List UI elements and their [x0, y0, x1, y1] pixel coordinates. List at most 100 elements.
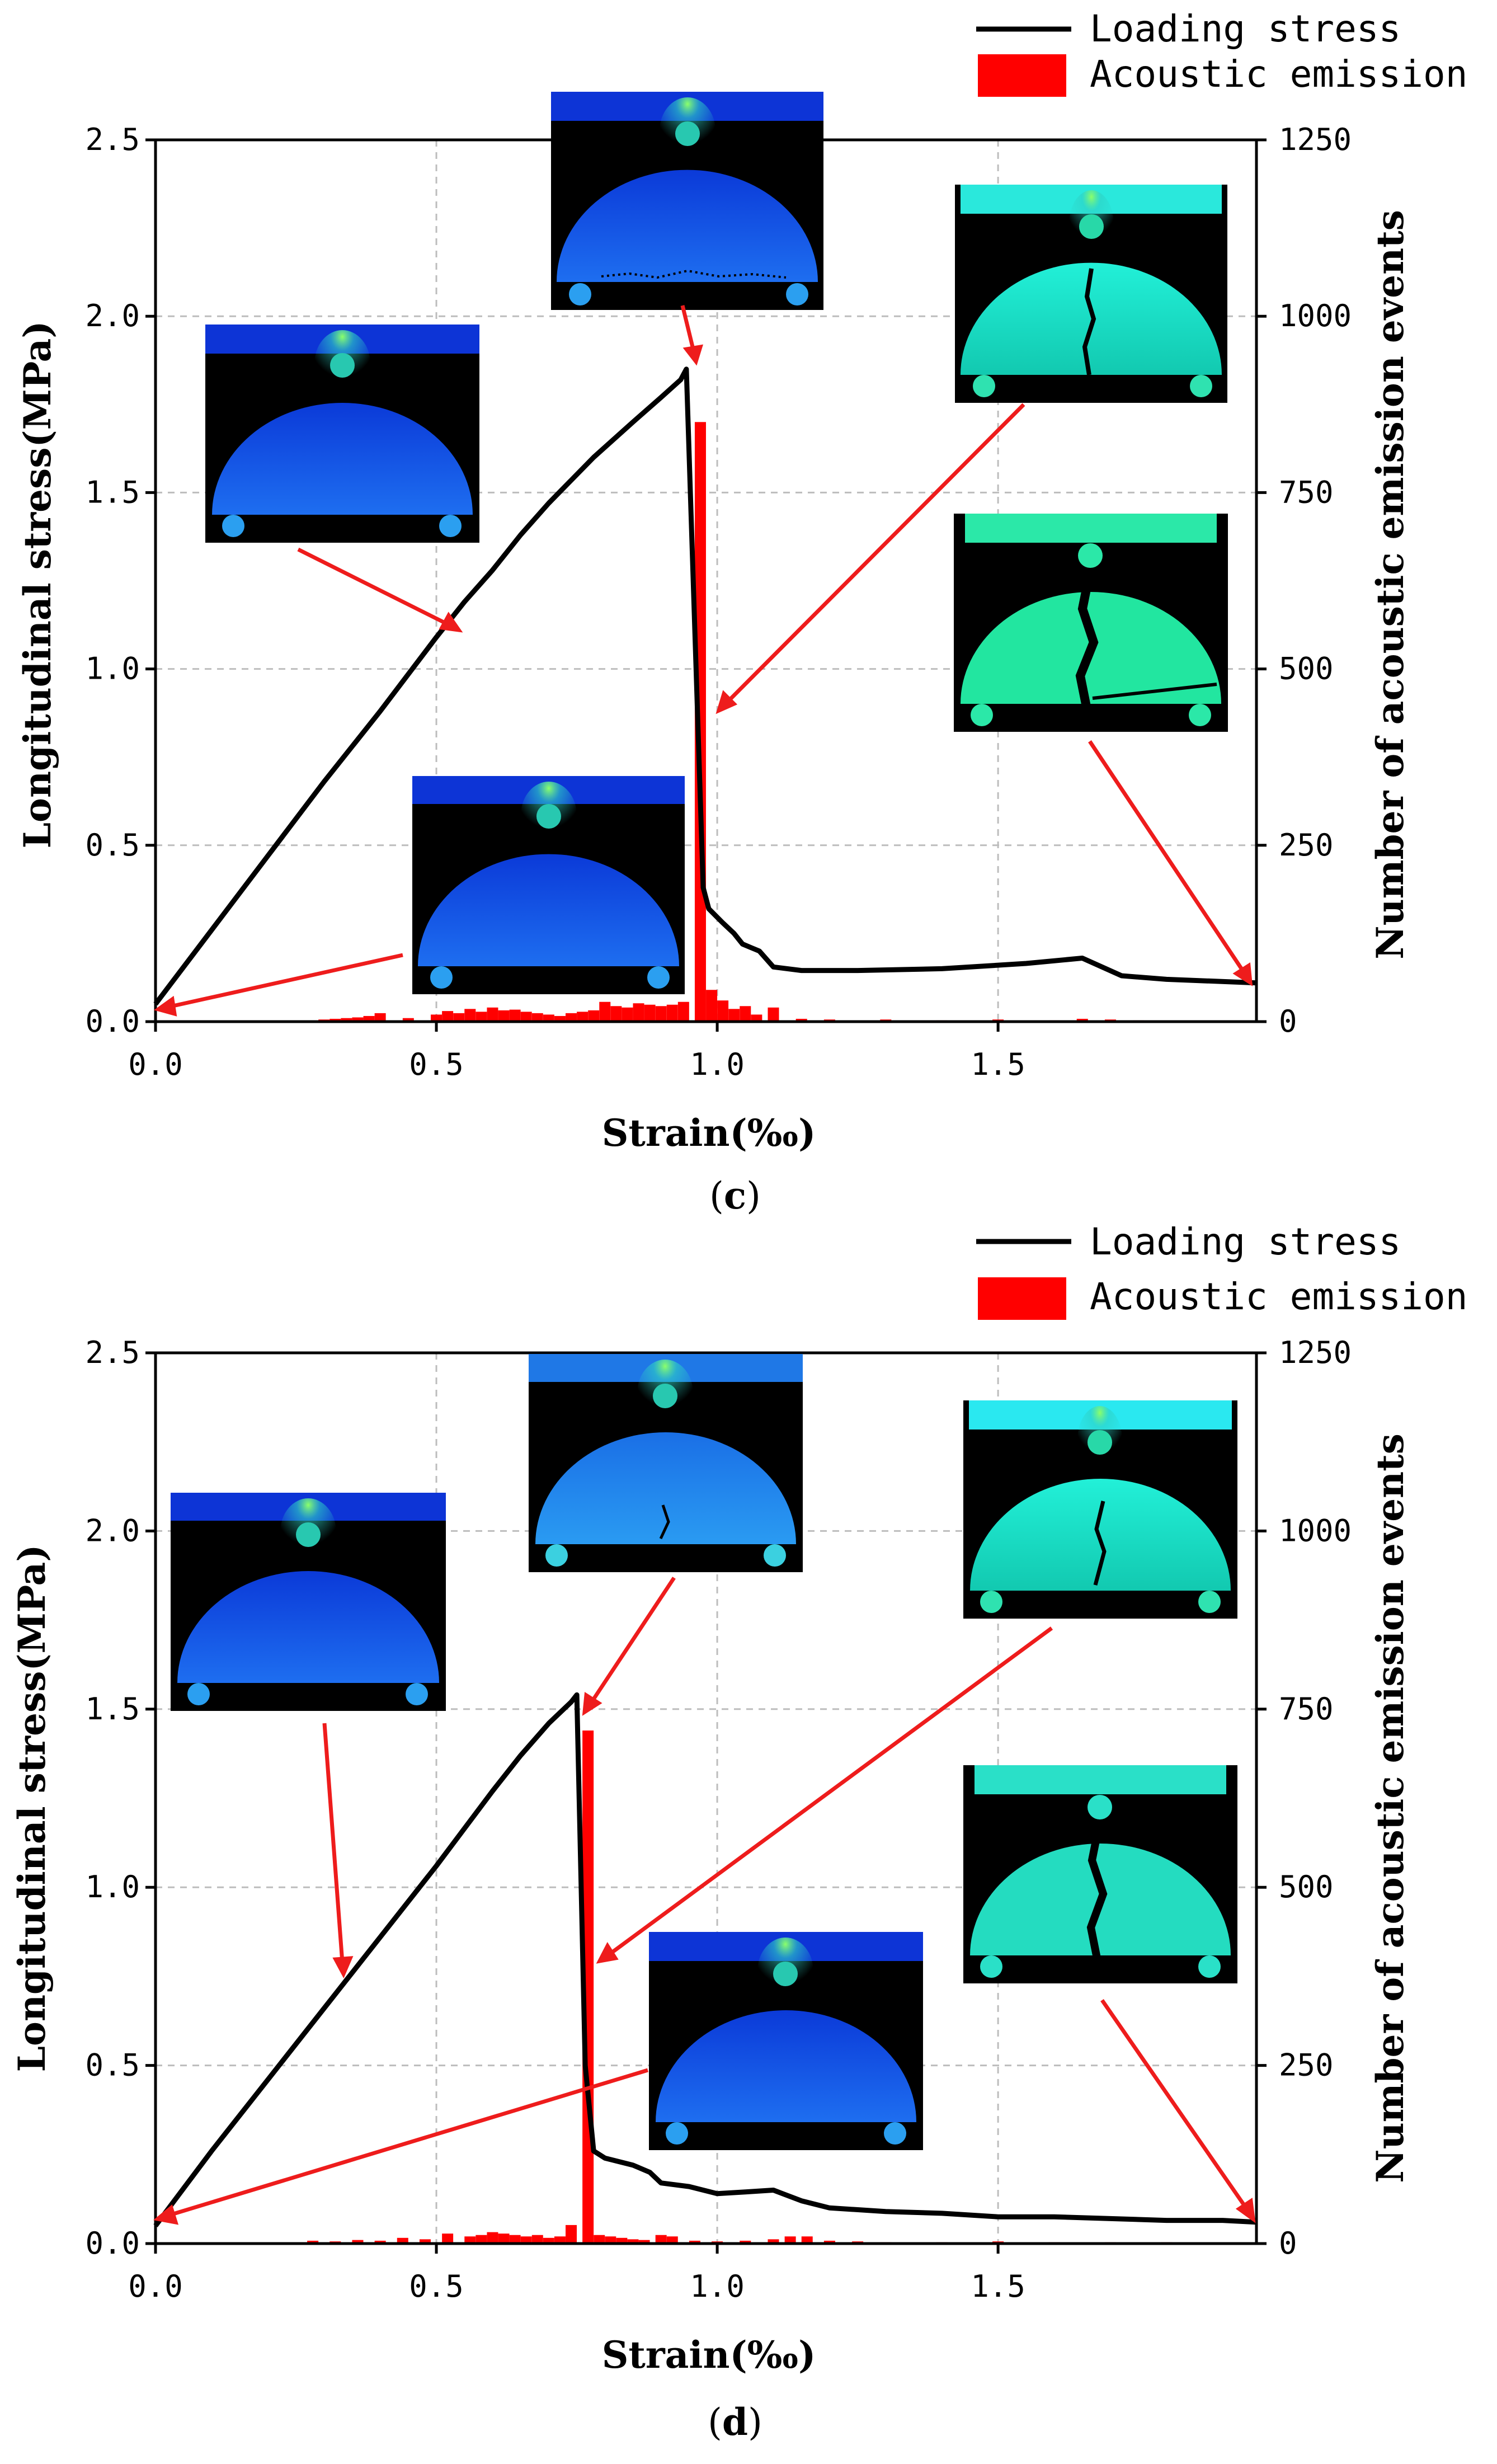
- y-tick-label: 0.0: [85, 2226, 140, 2261]
- y-tick-label: 2.0: [85, 1513, 140, 1548]
- ae-bar: [464, 2236, 476, 2244]
- y2-tick-label: 0: [1279, 2226, 1297, 2261]
- ae-bar: [498, 1010, 510, 1022]
- y-tick-label: 1.5: [85, 474, 140, 510]
- ae-bar: [633, 1003, 644, 1022]
- y-tick-label: 0.5: [85, 827, 140, 863]
- x-tick-label: 1.5: [971, 2269, 1025, 2304]
- ae-bar: [374, 2240, 386, 2244]
- y2-tick-label: 750: [1279, 1691, 1334, 1727]
- y-tick-label: 1.0: [85, 1869, 140, 1905]
- ae-bar: [666, 2236, 678, 2244]
- ae-bar: [740, 1006, 751, 1022]
- inset-snapshot: [955, 185, 1227, 403]
- ae-bar: [801, 2236, 813, 2244]
- ae-bar: [352, 2240, 364, 2244]
- ticks: 0.0 0.5 1.0 1.5 0.0 0.5 1.0 1.5 2.0 2.5 0 250 500 750…: [85, 1335, 1352, 2304]
- annotation-arrows: [153, 1577, 1256, 2225]
- y2-axis-title: Number of acoustic emission events: [1368, 210, 1412, 960]
- inset-snapshot: [412, 776, 685, 994]
- panel-caption: (d): [708, 2400, 762, 2444]
- legend-line-label: Loading stress: [1090, 7, 1401, 50]
- x-tick-label: 1.5: [971, 1047, 1025, 1082]
- x-tick-label: 0.5: [409, 2269, 464, 2304]
- ae-bar: [566, 1013, 577, 1022]
- ae-bar: [610, 1006, 622, 1022]
- ae-bar: [402, 1018, 414, 1022]
- y2-tick-label: 500: [1279, 651, 1334, 686]
- y2-tick-label: 500: [1279, 1869, 1334, 1905]
- inset-snapshot: [963, 1400, 1237, 1619]
- ae-bar: [655, 2235, 667, 2244]
- inset-snapshot: [963, 1765, 1237, 1983]
- ae-bar: [509, 1009, 521, 1022]
- ae-bar: [666, 1004, 678, 1022]
- ticks: 0.0 0.5 1.0 1.5 0.0 0.5 1.0 1.5 2.0 2.5 0 250 500 750…: [85, 122, 1352, 1082]
- y2-tick-label: 0: [1279, 1004, 1297, 1039]
- stress-line: [153, 366, 1257, 1006]
- panel-caption: (c): [709, 1174, 761, 1217]
- ae-bar: [363, 1015, 375, 1022]
- y2-tick-label: 1000: [1279, 298, 1352, 333]
- ae-bars: [318, 422, 1145, 1022]
- y-axis-title: Longitudinal stress(MPa): [10, 1545, 54, 2072]
- y-tick-label: 2.0: [85, 298, 140, 333]
- inset-snapshot: [954, 514, 1228, 732]
- ae-bar: [655, 1006, 667, 1022]
- ae-bar: [644, 1004, 656, 1022]
- ae-bar: [706, 990, 718, 1022]
- inset-snapshot: [171, 1493, 446, 1711]
- ae-bar: [442, 2233, 454, 2244]
- y2-tick-label: 750: [1279, 474, 1334, 510]
- ae-bar: [543, 1014, 554, 1022]
- ae-bar: [689, 2240, 700, 2244]
- inset-snapshot: [205, 325, 479, 543]
- ae-bar: [487, 1007, 498, 1022]
- ae-bar: [823, 2240, 835, 2244]
- x-tick-label: 0.0: [128, 1047, 183, 1082]
- y2-tick-label: 1250: [1279, 122, 1352, 157]
- legend-bar-label: Acoustic emission: [1090, 53, 1468, 96]
- legend-line-label: Loading stress: [1090, 1220, 1401, 1263]
- x-tick-label: 0.0: [128, 2269, 183, 2304]
- ae-bar: [307, 2240, 319, 2244]
- y2-tick-label: 1000: [1279, 1513, 1352, 1548]
- ae-bar: [577, 1012, 589, 1022]
- ae-bar: [768, 1007, 779, 1022]
- ae-bar: [554, 2236, 566, 2244]
- inset-snapshot: [649, 1932, 923, 2150]
- ae-bar: [795, 1018, 807, 1022]
- ae-bar: [498, 2233, 510, 2244]
- legend-bar-swatch: [978, 1277, 1066, 1320]
- ae-bar: [374, 1013, 386, 1022]
- ae-bar: [520, 1012, 532, 1022]
- ae-bar: [476, 1012, 487, 1022]
- legend-bar-label: Acoustic emission: [1090, 1275, 1468, 1318]
- ae-bar: [431, 1014, 442, 1022]
- y-axis-title: Longitudinal stress(MPa): [16, 321, 59, 849]
- ae-bar: [751, 1014, 762, 1022]
- ae-bar: [419, 2239, 431, 2244]
- y2-tick-label: 1250: [1279, 1335, 1352, 1370]
- ae-bar: [554, 1015, 566, 1022]
- legend-bottom: Loading stress Acoustic emission: [976, 1220, 1468, 1320]
- chart-panel-d: 0.0 0.5 1.0 1.5 0.0 0.5 1.0 1.5 2.0 2.5 0 250 500 750…: [10, 1335, 1412, 2444]
- ae-bar: [728, 1009, 740, 1022]
- ae-bar: [616, 2237, 628, 2244]
- caption-letter: d: [722, 2400, 748, 2444]
- x-tick-label: 1.0: [690, 2269, 745, 2304]
- ae-bar: [476, 2235, 487, 2244]
- ae-bar: [442, 1011, 454, 1022]
- y-tick-label: 0.0: [85, 1004, 140, 1039]
- y-tick-label: 2.5: [85, 122, 140, 157]
- ae-bar: [352, 1017, 364, 1022]
- ae-bar: [566, 2225, 577, 2244]
- caption-letter: c: [724, 1174, 746, 1217]
- ae-bar: [622, 1007, 633, 1022]
- ae-bar: [453, 1013, 465, 1022]
- ae-bar: [520, 2236, 532, 2244]
- x-axis-title: Strain(‰): [602, 1111, 816, 1155]
- y-tick-label: 1.0: [85, 651, 140, 686]
- y2-tick-label: 250: [1279, 827, 1334, 863]
